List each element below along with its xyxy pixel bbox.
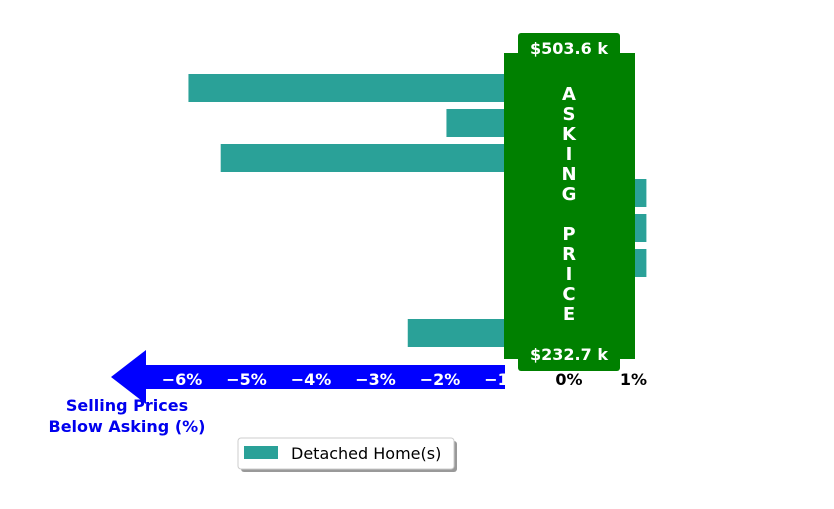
- below-asking-arrow: [111, 350, 505, 404]
- asking-price-letter: N: [561, 164, 576, 185]
- asking-price-letter: R: [562, 244, 576, 265]
- asking-price-letter: A: [562, 84, 576, 105]
- asking-price-top-label: $503.6 k: [530, 39, 608, 58]
- arrow-label-line1: Selling Prices: [66, 396, 188, 415]
- x-tick-label: −1%: [484, 370, 525, 389]
- legend-label: Detached Home(s): [291, 444, 441, 463]
- legend-frame: [237, 437, 455, 470]
- x-tick-label: 0%: [555, 370, 582, 389]
- asking-price-letter: K: [562, 124, 577, 145]
- x-axis-ticks: −6% −5% −4% −3% −2% −1% 0% 1%: [162, 370, 647, 389]
- asking-price-box-body: [504, 53, 635, 359]
- x-tick-label: −5%: [226, 370, 267, 389]
- arrow-head: [111, 350, 146, 404]
- x-tick-label: 1%: [620, 370, 647, 389]
- asking-price-letter: P: [562, 224, 575, 245]
- asking-price-letter: S: [563, 104, 576, 125]
- asking-price-bottom-tab: [518, 339, 620, 371]
- arrow-body: [145, 365, 505, 389]
- asking-price-letter: E: [563, 304, 575, 325]
- asking-price-letter: G: [562, 184, 577, 205]
- x-tick-label: −3%: [355, 370, 396, 389]
- legend-swatch: [244, 446, 278, 459]
- x-tick-label: −6%: [162, 370, 203, 389]
- asking-price-letter: C: [562, 284, 575, 305]
- legend: Detached Home(s): [237, 437, 457, 472]
- x-tick-label: −4%: [291, 370, 332, 389]
- asking-price-letter: I: [566, 264, 573, 285]
- arrow-label-line2: Below Asking (%): [49, 417, 206, 436]
- x-tick-label: −2%: [420, 370, 461, 389]
- asking-price-letter: I: [566, 144, 573, 165]
- asking-price-bottom-label: $232.7 k: [530, 345, 608, 364]
- asking-price-top-tab: [518, 33, 620, 63]
